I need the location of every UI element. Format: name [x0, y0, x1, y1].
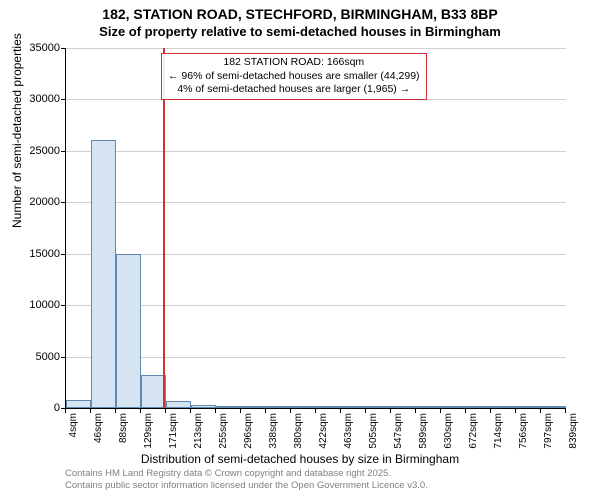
y-tick-mark — [61, 99, 66, 100]
x-tick-mark — [565, 408, 566, 413]
histogram-bar — [316, 406, 341, 408]
footer-attribution: Contains HM Land Registry data © Crown c… — [65, 468, 428, 492]
y-tick-label: 5000 — [10, 351, 60, 363]
gridline — [66, 254, 566, 255]
y-tick-mark — [61, 202, 66, 203]
x-tick-label: 797sqm — [543, 413, 554, 449]
x-axis-label: Distribution of semi-detached houses by … — [0, 452, 600, 466]
histogram-bar — [366, 406, 391, 408]
y-tick-label: 10000 — [10, 299, 60, 311]
gridline — [66, 357, 566, 358]
footer-line-1: Contains HM Land Registry data © Crown c… — [65, 468, 428, 480]
x-tick-label: 589sqm — [418, 413, 429, 449]
x-tick-label: 630sqm — [443, 413, 454, 449]
x-tick-mark — [315, 408, 316, 413]
x-tick-mark — [115, 408, 116, 413]
x-tick-label: 714sqm — [493, 413, 504, 449]
histogram-bar — [416, 406, 441, 408]
histogram-bar — [66, 400, 91, 408]
x-tick-label: 839sqm — [568, 413, 579, 449]
y-tick-label: 25000 — [10, 145, 60, 157]
x-tick-label: 129sqm — [143, 413, 154, 449]
x-tick-mark — [240, 408, 241, 413]
histogram-bar — [341, 406, 366, 408]
gridline — [66, 305, 566, 306]
x-tick-mark — [65, 408, 66, 413]
x-tick-mark — [415, 408, 416, 413]
histogram-bar — [516, 406, 541, 408]
x-tick-label: 380sqm — [293, 413, 304, 449]
annotation-box: 182 STATION ROAD: 166sqm← 96% of semi-de… — [161, 53, 427, 100]
property-marker-line — [163, 48, 165, 408]
chart-title: 182, STATION ROAD, STECHFORD, BIRMINGHAM… — [0, 0, 600, 22]
annotation-line: ← 96% of semi-detached houses are smalle… — [168, 70, 420, 84]
histogram-bar — [266, 406, 291, 408]
x-tick-label: 505sqm — [368, 413, 379, 449]
x-tick-mark — [215, 408, 216, 413]
x-tick-mark — [165, 408, 166, 413]
plot-region: 182 STATION ROAD: 166sqm← 96% of semi-de… — [65, 48, 566, 409]
gridline — [66, 151, 566, 152]
histogram-bar — [166, 401, 191, 408]
histogram-bar — [91, 140, 116, 408]
x-tick-mark — [140, 408, 141, 413]
y-tick-mark — [61, 151, 66, 152]
y-tick-label: 35000 — [10, 42, 60, 54]
x-tick-mark — [265, 408, 266, 413]
chart-subtitle: Size of property relative to semi-detach… — [0, 22, 600, 39]
histogram-bar — [116, 254, 141, 408]
histogram-bar — [291, 406, 316, 408]
y-tick-label: 30000 — [10, 93, 60, 105]
x-tick-label: 672sqm — [468, 413, 479, 449]
chart-container: 182, STATION ROAD, STECHFORD, BIRMINGHAM… — [0, 0, 600, 500]
x-tick-label: 756sqm — [518, 413, 529, 449]
x-tick-mark — [90, 408, 91, 413]
x-tick-label: 4sqm — [68, 413, 79, 437]
x-tick-label: 422sqm — [318, 413, 329, 449]
histogram-bar — [191, 405, 216, 408]
x-tick-label: 46sqm — [93, 413, 104, 443]
x-tick-label: 338sqm — [268, 413, 279, 449]
gridline — [66, 202, 566, 203]
x-tick-mark — [190, 408, 191, 413]
annotation-line: 4% of semi-detached houses are larger (1… — [168, 83, 420, 97]
y-tick-mark — [61, 357, 66, 358]
chart-area: 182 STATION ROAD: 166sqm← 96% of semi-de… — [65, 48, 565, 408]
x-tick-mark — [540, 408, 541, 413]
x-tick-label: 213sqm — [193, 413, 204, 449]
x-tick-mark — [290, 408, 291, 413]
y-tick-mark — [61, 305, 66, 306]
y-tick-label: 15000 — [10, 248, 60, 260]
gridline — [66, 48, 566, 49]
histogram-bar — [491, 406, 516, 408]
y-tick-mark — [61, 48, 66, 49]
x-tick-mark — [490, 408, 491, 413]
x-tick-label: 171sqm — [168, 413, 179, 449]
y-tick-label: 20000 — [10, 196, 60, 208]
x-tick-label: 255sqm — [218, 413, 229, 449]
y-tick-mark — [61, 254, 66, 255]
x-tick-label: 547sqm — [393, 413, 404, 449]
y-tick-label: 0 — [10, 402, 60, 414]
histogram-bar — [466, 406, 491, 408]
x-tick-mark — [365, 408, 366, 413]
x-tick-mark — [440, 408, 441, 413]
x-tick-label: 463sqm — [343, 413, 354, 449]
x-tick-label: 88sqm — [118, 413, 129, 443]
x-tick-mark — [465, 408, 466, 413]
x-tick-mark — [515, 408, 516, 413]
histogram-bar — [391, 406, 416, 408]
histogram-bar — [441, 406, 466, 408]
histogram-bar — [216, 406, 241, 408]
histogram-bar — [541, 406, 566, 408]
footer-line-2: Contains public sector information licen… — [65, 480, 428, 492]
x-tick-mark — [390, 408, 391, 413]
x-tick-label: 296sqm — [243, 413, 254, 449]
annotation-line: 182 STATION ROAD: 166sqm — [168, 56, 420, 70]
histogram-bar — [241, 406, 266, 408]
x-tick-mark — [340, 408, 341, 413]
